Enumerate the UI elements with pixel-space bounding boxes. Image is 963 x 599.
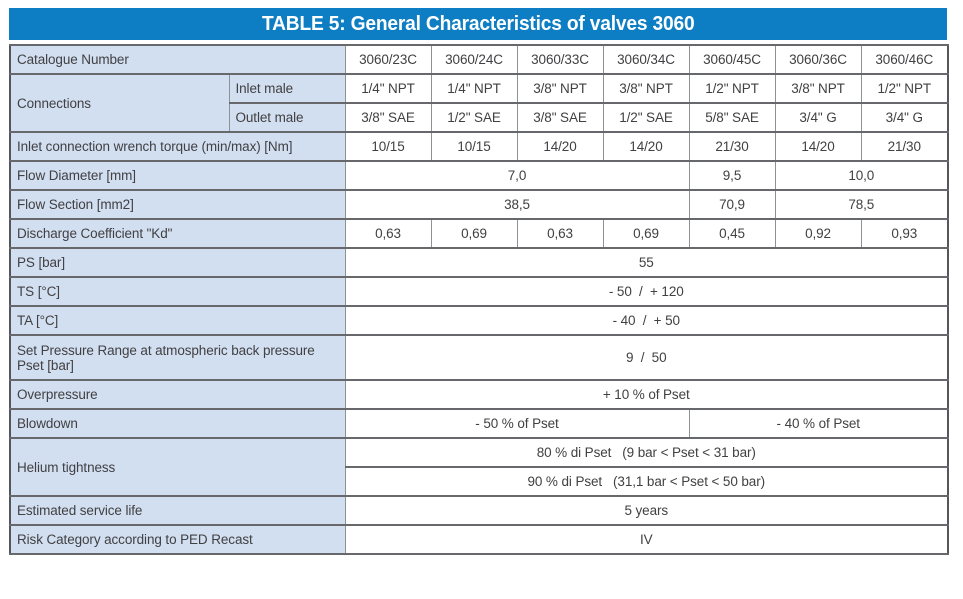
value-cell: 1/2" NPT (860, 73, 949, 104)
row-label-service-life: Estimated service life (9, 495, 346, 526)
row-ta: TA [°C] - 40 / + 50 (9, 305, 949, 336)
value-cell: - 50 / + 120 (344, 276, 949, 307)
row-label-blowdown: Blowdown (9, 408, 346, 439)
value-cell: 10/15 (430, 131, 518, 162)
row-label-ps: PS [bar] (9, 247, 346, 278)
value-cell: 0,63 (516, 218, 604, 249)
row-label-set-pressure-range: Set Pressure Range at atmospheric back p… (9, 334, 346, 381)
column-header: 3060/36C (774, 44, 862, 75)
value-cell: 3/8" NPT (602, 73, 690, 104)
row-ps: PS [bar] 55 (9, 247, 949, 278)
value-cell: 0,63 (344, 218, 432, 249)
column-header: 3060/45C (688, 44, 776, 75)
value-cell: 90 % di Pset (31,1 bar < Pset < 50 bar) (344, 466, 949, 497)
value-cell: 21/30 (860, 131, 949, 162)
column-header: 3060/23C (344, 44, 432, 75)
row-overpressure: Overpressure + 10 % of Pset (9, 379, 949, 410)
value-cell: 14/20 (602, 131, 690, 162)
value-cell: 70,9 (688, 189, 776, 220)
row-label-helium-tightness: Helium tightness (9, 437, 346, 497)
value-cell: 10/15 (344, 131, 432, 162)
value-cell: - 50 % of Pset (344, 408, 690, 439)
value-cell: 3/8" NPT (774, 73, 862, 104)
value-cell: 0,92 (774, 218, 862, 249)
column-header: 3060/34C (602, 44, 690, 75)
row-label-discharge-coefficient: Discharge Coefficient "Kd" (9, 218, 346, 249)
value-cell: 1/4" NPT (344, 73, 432, 104)
sub-label-outlet-male: Outlet male (228, 102, 346, 133)
value-cell: 78,5 (774, 189, 949, 220)
column-header: 3060/46C (860, 44, 949, 75)
value-cell: 0,69 (430, 218, 518, 249)
row-flow-diameter: Flow Diameter [mm] 7,0 9,5 10,0 (9, 160, 949, 191)
value-cell: 55 (344, 247, 949, 278)
row-service-life: Estimated service life 5 years (9, 495, 949, 526)
value-cell: 21/30 (688, 131, 776, 162)
row-blowdown: Blowdown - 50 % of Pset - 40 % of Pset (9, 408, 949, 439)
table-title-bar: TABLE 5: General Characteristics of valv… (9, 8, 947, 40)
row-flow-section: Flow Section [mm2] 38,5 70,9 78,5 (9, 189, 949, 220)
valve-characteristics-table: Catalogue Number 3060/23C 3060/24C 3060/… (9, 44, 949, 555)
row-connections-outlet: Outlet male 3/8" SAE 1/2" SAE 3/8" SAE 1… (10, 102, 949, 133)
value-cell: 1/2" SAE (430, 102, 518, 133)
value-cell: 5 years (344, 495, 949, 526)
value-cell: 0,69 (602, 218, 690, 249)
row-connections-inlet: Connections Inlet male 1/4" NPT 1/4" NPT… (9, 73, 949, 133)
value-cell: 0,45 (688, 218, 776, 249)
row-set-pressure-range: Set Pressure Range at atmospheric back p… (9, 334, 949, 381)
value-cell: - 40 / + 50 (344, 305, 949, 336)
value-cell: 5/8" SAE (688, 102, 776, 133)
value-cell: 3/8" NPT (516, 73, 604, 104)
row-label-ta: TA [°C] (9, 305, 346, 336)
row-helium-tightness-1: Helium tightness 80 % di Pset (9 bar < P… (9, 437, 949, 497)
row-label-flow-diameter: Flow Diameter [mm] (9, 160, 346, 191)
value-cell: 3/8" SAE (516, 102, 604, 133)
row-wrench-torque: Inlet connection wrench torque (min/max)… (9, 131, 949, 162)
value-cell: 7,0 (344, 160, 690, 191)
value-cell: 3/4" G (860, 102, 949, 133)
table-title: TABLE 5: General Characteristics of valv… (261, 12, 695, 35)
row-catalogue-number: Catalogue Number 3060/23C 3060/24C 3060/… (9, 44, 949, 75)
sub-label-inlet-male: Inlet male (228, 73, 346, 104)
row-label-ts: TS [°C] (9, 276, 346, 307)
value-cell: 0,93 (860, 218, 949, 249)
value-cell: 1/4" NPT (430, 73, 518, 104)
column-header: 3060/33C (516, 44, 604, 75)
value-cell: 38,5 (344, 189, 690, 220)
value-cell: 10,0 (774, 160, 949, 191)
value-cell: + 10 % of Pset (344, 379, 949, 410)
value-cell: 14/20 (774, 131, 862, 162)
row-helium-tightness-2: 90 % di Pset (31,1 bar < Pset < 50 bar) (10, 466, 949, 497)
row-label-connections: Connections (9, 73, 230, 133)
column-header: 3060/24C (430, 44, 518, 75)
row-ts: TS [°C] - 50 / + 120 (9, 276, 949, 307)
row-label-overpressure: Overpressure (9, 379, 346, 410)
row-label-risk-category: Risk Category according to PED Recast (9, 524, 346, 555)
value-cell: 9 / 50 (344, 334, 949, 381)
value-cell: 80 % di Pset (9 bar < Pset < 31 bar) (344, 437, 949, 468)
value-cell: 14/20 (516, 131, 604, 162)
row-label-flow-section: Flow Section [mm2] (9, 189, 346, 220)
row-risk-category: Risk Category according to PED Recast IV (9, 524, 949, 555)
row-discharge-coefficient: Discharge Coefficient "Kd" 0,63 0,69 0,6… (9, 218, 949, 249)
row-label-catalogue-number: Catalogue Number (9, 44, 346, 75)
value-cell: 3/8" SAE (344, 102, 432, 133)
value-cell: IV (344, 524, 949, 555)
value-cell: 9,5 (688, 160, 776, 191)
row-label-wrench-torque: Inlet connection wrench torque (min/max)… (9, 131, 346, 162)
value-cell: 1/2" NPT (688, 73, 776, 104)
value-cell: - 40 % of Pset (688, 408, 949, 439)
value-cell: 1/2" SAE (602, 102, 690, 133)
value-cell: 3/4" G (774, 102, 862, 133)
